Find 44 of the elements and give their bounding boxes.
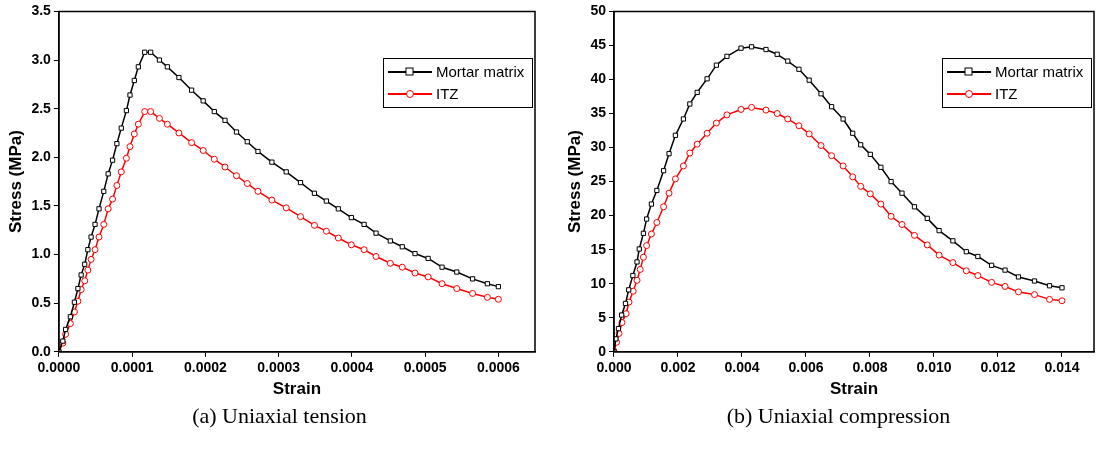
x-tick-label: 0.006 bbox=[788, 359, 824, 376]
y-tick-label: 1.0 bbox=[31, 245, 52, 262]
x-tick-label: 0.0000 bbox=[37, 359, 81, 376]
y-tick-label: 10 bbox=[590, 274, 607, 291]
y-tick-label: 25 bbox=[590, 172, 607, 189]
x-tick-label: 0.010 bbox=[916, 359, 952, 376]
y-tick-label: 3.0 bbox=[31, 50, 52, 67]
y-axis-title: Stress (MPa) bbox=[564, 130, 584, 234]
y-tick-label: 30 bbox=[590, 138, 607, 155]
x-tick-label: 0.0006 bbox=[476, 359, 520, 376]
y-axis-title: Stress (MPa) bbox=[5, 130, 25, 234]
x-tick-label: 0.0004 bbox=[330, 359, 374, 376]
legend-label: Mortar matrix bbox=[436, 62, 525, 83]
y-tick-label: 40 bbox=[590, 70, 607, 87]
x-tick-label: 0.002 bbox=[660, 359, 696, 376]
text: (a) Uniaxial tension bbox=[191, 403, 368, 429]
y-tick-label: 2.5 bbox=[31, 99, 52, 116]
legend-label: Mortar matrix bbox=[995, 62, 1084, 83]
text: (b) Uniaxial compression bbox=[725, 403, 952, 429]
x-axis-title: Strain bbox=[829, 379, 879, 399]
y-tick-label: 35 bbox=[590, 104, 607, 121]
x-tick-label: 0.004 bbox=[724, 359, 760, 376]
x-tick-label: 0.000 bbox=[596, 359, 632, 376]
y-tick-label: 50 bbox=[590, 2, 607, 19]
x-tick-label: 0.008 bbox=[852, 359, 888, 376]
x-tick-label: 0.0003 bbox=[257, 359, 301, 376]
x-tick-label: 0.014 bbox=[1044, 359, 1080, 376]
y-tick-label: 0.0 bbox=[31, 342, 52, 359]
y-tick-label: 45 bbox=[590, 36, 607, 53]
x-tick-label: 0.0001 bbox=[110, 359, 154, 376]
legend-label: ITZ bbox=[995, 84, 1018, 105]
y-tick-label: 0 bbox=[598, 342, 607, 359]
legend-label: ITZ bbox=[436, 84, 459, 105]
y-tick-label: 1.5 bbox=[31, 196, 52, 213]
x-tick-label: 0.0002 bbox=[183, 359, 227, 376]
y-tick-label: 2.0 bbox=[31, 148, 52, 165]
x-axis-title: Strain bbox=[272, 379, 322, 399]
y-tick-label: 0.5 bbox=[31, 294, 52, 311]
x-tick-label: 0.012 bbox=[980, 359, 1016, 376]
y-tick-label: 20 bbox=[590, 206, 607, 223]
y-tick-label: 15 bbox=[590, 240, 607, 257]
y-tick-label: 3.5 bbox=[31, 2, 52, 19]
y-tick-label: 5 bbox=[598, 308, 607, 325]
x-tick-label: 0.0005 bbox=[403, 359, 447, 376]
